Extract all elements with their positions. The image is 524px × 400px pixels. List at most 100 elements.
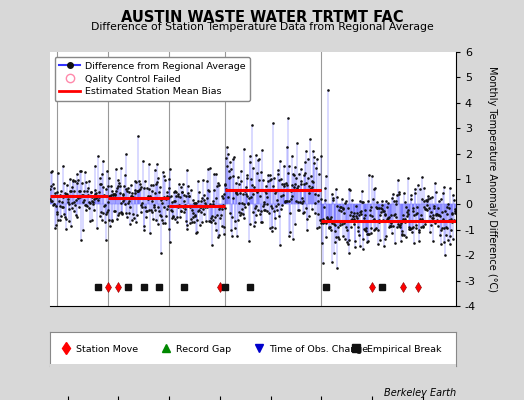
Point bbox=[395, 222, 403, 229]
Point bbox=[57, 212, 65, 219]
Point bbox=[80, 197, 88, 204]
Point bbox=[401, 219, 409, 225]
Point bbox=[447, 216, 455, 222]
Point bbox=[303, 227, 312, 233]
Point bbox=[198, 218, 206, 225]
Point bbox=[211, 214, 219, 220]
Point bbox=[159, 220, 167, 226]
Point bbox=[418, 174, 427, 180]
Point bbox=[195, 206, 203, 213]
Point bbox=[222, 155, 230, 162]
Point bbox=[161, 177, 169, 183]
Point bbox=[48, 198, 56, 204]
Point bbox=[323, 214, 331, 220]
Point bbox=[432, 211, 440, 218]
Point bbox=[72, 212, 80, 218]
Point bbox=[250, 184, 258, 190]
Point bbox=[249, 209, 258, 216]
Point bbox=[412, 222, 420, 228]
Point bbox=[357, 207, 365, 214]
Point bbox=[440, 184, 448, 190]
Point bbox=[401, 216, 410, 222]
Point bbox=[242, 184, 250, 190]
Point bbox=[211, 195, 220, 201]
Point bbox=[66, 188, 74, 194]
Point bbox=[163, 195, 172, 201]
Point bbox=[58, 204, 66, 210]
Point bbox=[334, 224, 343, 230]
Point bbox=[319, 216, 328, 222]
Point bbox=[376, 237, 385, 244]
Point bbox=[266, 224, 274, 231]
Point bbox=[167, 193, 176, 200]
Point bbox=[229, 173, 237, 180]
Point bbox=[60, 214, 69, 220]
Point bbox=[104, 199, 112, 205]
Point bbox=[324, 218, 333, 224]
Point bbox=[59, 163, 67, 169]
Point bbox=[308, 206, 316, 212]
Point bbox=[184, 193, 193, 199]
Point bbox=[223, 187, 231, 194]
Point bbox=[78, 192, 86, 198]
Point bbox=[266, 177, 275, 183]
Point bbox=[114, 177, 123, 183]
Point bbox=[181, 202, 190, 208]
Point bbox=[149, 182, 157, 188]
Point bbox=[435, 212, 443, 218]
Point bbox=[140, 223, 149, 229]
Point bbox=[130, 190, 139, 197]
Point bbox=[100, 203, 108, 209]
Point bbox=[445, 217, 453, 223]
Point bbox=[313, 192, 322, 198]
Point bbox=[168, 208, 177, 214]
Point bbox=[198, 194, 206, 201]
Point bbox=[131, 187, 139, 193]
Point bbox=[288, 152, 296, 159]
Point bbox=[303, 156, 312, 163]
Point bbox=[143, 185, 151, 191]
Point bbox=[94, 197, 103, 203]
Point bbox=[375, 216, 383, 223]
Point bbox=[151, 167, 159, 173]
Point bbox=[125, 210, 134, 216]
Point bbox=[427, 222, 435, 228]
Point bbox=[276, 206, 285, 212]
Point bbox=[352, 212, 361, 219]
Point bbox=[410, 190, 419, 196]
Point bbox=[368, 217, 377, 223]
Point bbox=[128, 190, 137, 196]
Point bbox=[255, 156, 263, 162]
Point bbox=[335, 203, 344, 210]
Point bbox=[328, 219, 336, 226]
Point bbox=[383, 204, 391, 210]
Point bbox=[76, 168, 84, 174]
Point bbox=[220, 191, 228, 198]
Point bbox=[269, 183, 278, 189]
Point bbox=[242, 191, 250, 197]
Point bbox=[302, 205, 311, 212]
Point bbox=[389, 222, 397, 229]
Point bbox=[117, 208, 126, 215]
Point bbox=[388, 230, 397, 236]
Point bbox=[271, 190, 279, 196]
Point bbox=[277, 193, 286, 199]
Point bbox=[275, 177, 283, 184]
Point bbox=[364, 238, 372, 244]
Point bbox=[362, 228, 370, 234]
Point bbox=[47, 198, 56, 204]
Point bbox=[218, 206, 226, 213]
Point bbox=[326, 227, 335, 233]
Point bbox=[160, 172, 169, 179]
Point bbox=[314, 198, 322, 204]
Point bbox=[102, 211, 110, 218]
Point bbox=[261, 183, 270, 189]
Point bbox=[85, 200, 94, 206]
Point bbox=[245, 194, 253, 201]
Point bbox=[342, 198, 351, 204]
Point bbox=[227, 166, 235, 172]
Point bbox=[282, 180, 290, 186]
Point bbox=[332, 265, 341, 271]
Point bbox=[98, 217, 106, 223]
Point bbox=[410, 240, 419, 246]
